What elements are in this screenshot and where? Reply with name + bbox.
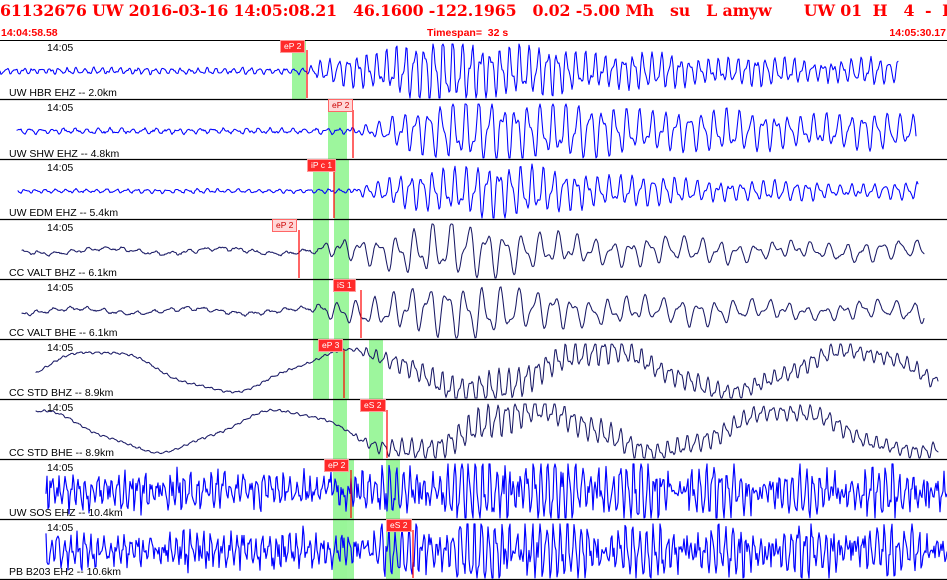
station-label: PB B203 EH2 -- 10.6km (9, 566, 122, 578)
event-summary-line: 61132676 UW 2016-03-16 14:05:08.21 46.16… (0, 1, 947, 20)
trace-panel: 14:05 UW HBR EHZ -- 2.0km 14:05 UW SHW E… (0, 40, 947, 580)
seismic-waveform (16, 103, 917, 159)
phase-pick-label[interactable]: eP 2 (324, 459, 350, 472)
trace-time-label: 14:05 (47, 402, 74, 414)
phase-pick-label[interactable]: iP c 1 (307, 159, 337, 172)
station-label: UW SOS EHZ -- 10.4km (9, 507, 123, 519)
phase-pick-label[interactable]: eP 2 (280, 40, 306, 53)
pick-highlight-band (292, 40, 306, 99)
trace-time-label: 14:05 (47, 102, 74, 114)
trace-time-label: 14:05 (47, 522, 74, 534)
timespan-label: Timespan= 32 s (427, 27, 509, 39)
phase-pick-label[interactable]: eP 2 (328, 99, 354, 112)
trace-time-label: 14:05 (47, 342, 74, 354)
seismic-waveform (45, 523, 947, 579)
seismic-waveform (21, 286, 925, 339)
station-label: CC STD BHZ -- 8.9km (9, 387, 114, 399)
trace-time-label: 14:05 (47, 42, 74, 54)
pick-highlight-band (328, 100, 347, 159)
end-time: 14:05:30.17 (889, 27, 946, 39)
phase-pick-label[interactable]: eS 2 (360, 399, 386, 412)
station-label: CC VALT BHZ -- 6.1km (9, 267, 117, 279)
seismic-waveform (35, 343, 939, 399)
phase-pick-label[interactable]: eP 2 (272, 219, 298, 232)
station-label: UW EDM EHZ -- 5.4km (9, 207, 119, 219)
phase-pick-label[interactable]: iS 1 (333, 279, 356, 292)
trace-time-label: 14:05 (47, 462, 74, 474)
station-label: CC STD BHE -- 8.9km (9, 447, 115, 459)
phase-pick-label[interactable]: eP 3 (318, 339, 344, 352)
start-time: 14:04:58.58 (1, 27, 58, 39)
seismic-waveform (21, 223, 925, 279)
trace-time-label: 14:05 (47, 222, 74, 234)
seismic-waveform (35, 403, 939, 459)
seismic-waveform (17, 163, 919, 219)
phase-pick-label[interactable]: eS 2 (386, 519, 412, 532)
trace-time-label: 14:05 (47, 162, 74, 174)
seismogram-traces (0, 40, 947, 580)
station-label: UW SHW EHZ -- 4.8km (9, 148, 120, 160)
seismic-waveform (0, 43, 899, 99)
station-label: CC VALT BHE -- 6.1km (9, 327, 118, 339)
trace-time-label: 14:05 (47, 282, 74, 294)
seismic-waveform (45, 463, 947, 519)
station-label: UW HBR EHZ -- 2.0km (9, 87, 117, 99)
